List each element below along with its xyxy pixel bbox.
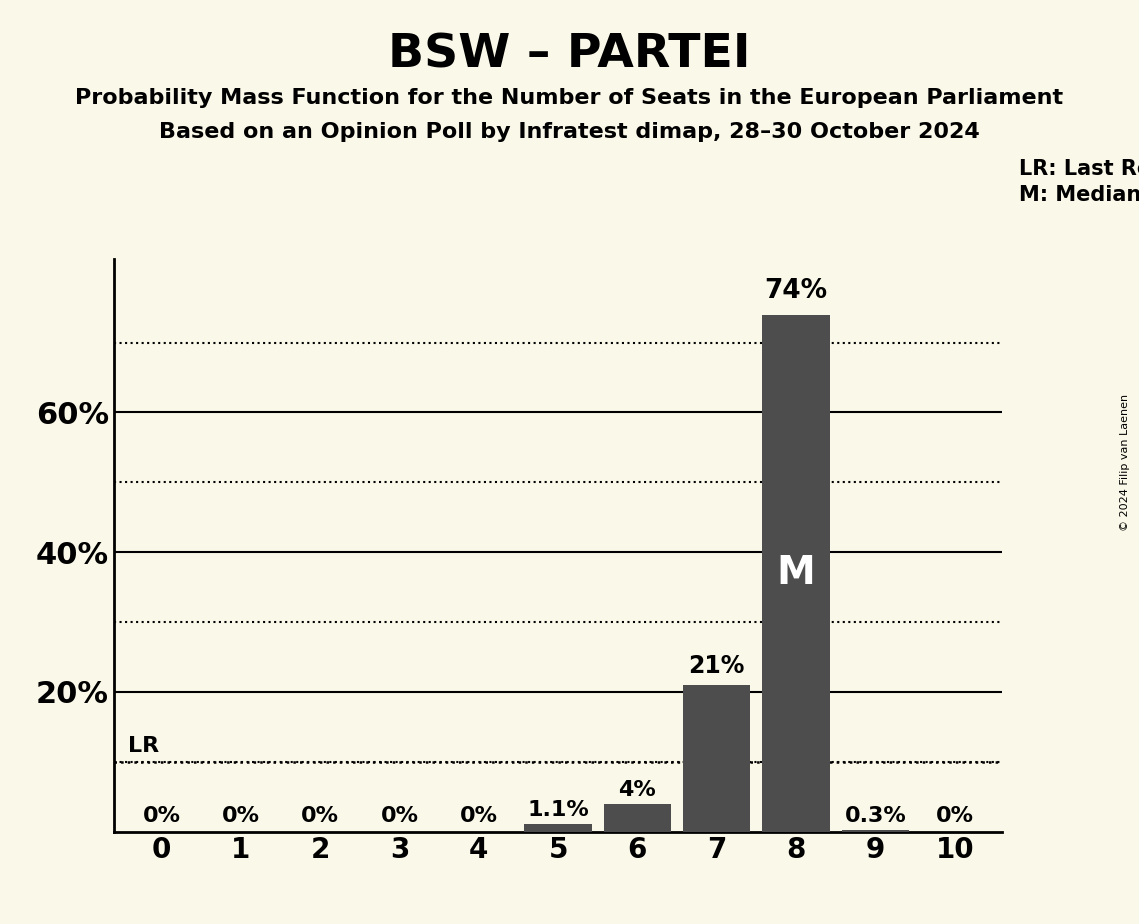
Text: 0%: 0%: [301, 806, 339, 826]
Text: LR: Last Result: LR: Last Result: [1019, 159, 1139, 179]
Text: 4%: 4%: [618, 780, 656, 800]
Text: 1.1%: 1.1%: [527, 800, 589, 821]
Text: BSW – PARTEI: BSW – PARTEI: [388, 32, 751, 78]
Bar: [683, 685, 751, 832]
Text: 0%: 0%: [142, 806, 180, 826]
Text: 0%: 0%: [460, 806, 498, 826]
Text: 0%: 0%: [380, 806, 418, 826]
Text: 21%: 21%: [689, 654, 745, 678]
Text: Probability Mass Function for the Number of Seats in the European Parliament: Probability Mass Function for the Number…: [75, 88, 1064, 108]
Text: 0%: 0%: [936, 806, 974, 826]
Text: M: M: [777, 554, 816, 592]
Bar: [524, 824, 592, 832]
Text: 0%: 0%: [222, 806, 260, 826]
Bar: [762, 314, 830, 832]
Text: LR: LR: [129, 736, 159, 756]
Bar: [842, 830, 909, 832]
Text: 74%: 74%: [764, 278, 828, 304]
Bar: [604, 804, 671, 832]
Text: M: Median: M: Median: [1019, 185, 1139, 205]
Text: 0.3%: 0.3%: [844, 806, 907, 826]
Text: © 2024 Filip van Laenen: © 2024 Filip van Laenen: [1120, 394, 1130, 530]
Text: Based on an Opinion Poll by Infratest dimap, 28–30 October 2024: Based on an Opinion Poll by Infratest di…: [159, 122, 980, 142]
